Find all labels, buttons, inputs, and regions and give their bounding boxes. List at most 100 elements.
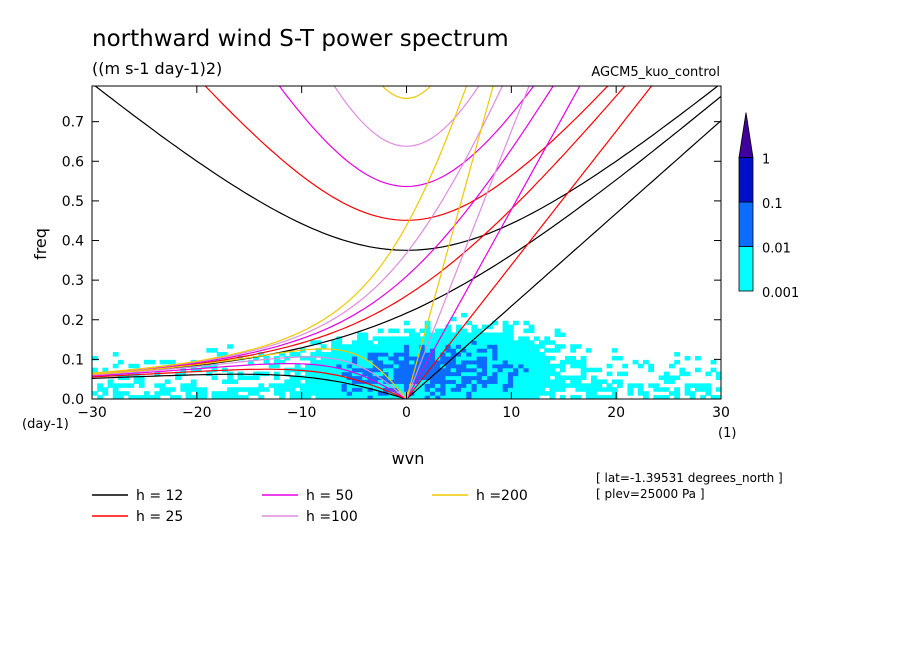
heatmap-cell xyxy=(440,355,447,361)
heatmap-cell xyxy=(325,395,332,399)
heatmap-cell xyxy=(435,336,441,341)
heatmap-cell xyxy=(331,371,337,377)
heatmap-cell xyxy=(617,355,623,361)
heatmap-cell xyxy=(466,332,473,337)
heatmap-cell xyxy=(684,383,691,388)
heatmap-cell xyxy=(674,391,681,396)
dispersion-curve-h12-mrg xyxy=(92,95,721,376)
heatmap-cell xyxy=(502,336,509,341)
heatmap-cell xyxy=(487,352,493,357)
heatmap-cell xyxy=(388,352,395,357)
heatmap-cell xyxy=(190,387,197,392)
heatmap-cell xyxy=(513,363,519,369)
heatmap-cell xyxy=(461,355,467,361)
heatmap-cell xyxy=(497,367,504,373)
heatmap-cell xyxy=(627,383,634,388)
heatmap-cell xyxy=(315,348,322,353)
heatmap-cell xyxy=(414,375,421,381)
heatmap-cell xyxy=(518,383,525,388)
heatmap-cell xyxy=(606,395,613,399)
heatmap-cell xyxy=(372,348,379,353)
heatmap-cell xyxy=(362,336,369,341)
heatmap-cell xyxy=(331,344,337,349)
heatmap-cell xyxy=(565,383,571,388)
heatmap-cell xyxy=(455,348,462,353)
heatmap-cell xyxy=(455,344,462,349)
heatmap-cell xyxy=(92,367,98,373)
dispersion-curves xyxy=(92,86,721,399)
heatmap-cell xyxy=(393,352,400,357)
heatmap-cell xyxy=(367,367,374,373)
heatmap-cell xyxy=(372,336,379,341)
heatmap-cell xyxy=(455,387,462,392)
heatmap-cell xyxy=(258,395,265,399)
heatmap-cell xyxy=(372,367,379,373)
heatmap-cell xyxy=(445,379,452,384)
heatmap-cell xyxy=(507,324,514,330)
heatmap-cell xyxy=(663,395,670,399)
heatmap-cell xyxy=(305,387,311,392)
heatmap-cell xyxy=(476,379,483,384)
heatmap-cell xyxy=(533,348,540,353)
heatmap-cell xyxy=(351,379,358,384)
heatmap-cell xyxy=(507,352,514,357)
heatmap-cell xyxy=(138,395,145,399)
heatmap-cell xyxy=(409,359,415,365)
heatmap-cell xyxy=(362,344,369,349)
heatmap-cell xyxy=(466,363,473,369)
heatmap-cell xyxy=(331,355,337,361)
heatmap-cell xyxy=(559,387,566,392)
heatmap-cell xyxy=(346,348,353,353)
heatmap-cell xyxy=(663,379,670,384)
heatmap-cell xyxy=(471,348,478,353)
heatmap-cell xyxy=(325,391,332,396)
heatmap-cell xyxy=(435,375,441,381)
heatmap-cell xyxy=(320,344,327,349)
heatmap-cell xyxy=(357,344,363,349)
heatmap-cell xyxy=(336,387,343,392)
heatmap-cell xyxy=(471,375,478,381)
heatmap-cell xyxy=(684,387,691,392)
heatmap-cell xyxy=(325,387,332,392)
heatmap-cell xyxy=(523,344,530,349)
heatmap-cell xyxy=(565,375,571,381)
heatmap-cell xyxy=(476,348,483,353)
heatmap-cell xyxy=(476,352,483,357)
heatmap-cell xyxy=(518,348,525,353)
heatmap-cell xyxy=(684,391,691,396)
heatmap-cell xyxy=(528,387,535,392)
heatmap-cell xyxy=(622,363,629,369)
heatmap-cell xyxy=(461,379,467,384)
heatmap-cell xyxy=(476,336,483,341)
heatmap-cell xyxy=(539,340,545,345)
heatmap-cell xyxy=(445,328,452,334)
heatmap-cell xyxy=(461,344,467,349)
heatmap-cell xyxy=(559,367,566,373)
heatmap-cell xyxy=(414,340,421,345)
heatmap-cell xyxy=(471,324,478,330)
heatmap-cell xyxy=(159,391,166,396)
dispersion-curve-h50-rossby xyxy=(92,363,407,399)
heatmap-cell xyxy=(502,379,509,384)
heatmap-cell xyxy=(377,348,384,353)
heatmap-cell xyxy=(97,387,103,392)
heatmap-cell xyxy=(450,359,457,365)
heatmap-cell xyxy=(481,344,488,349)
heatmap-cell xyxy=(195,391,202,396)
heatmap-cell xyxy=(528,391,535,396)
heatmap-cell xyxy=(513,355,519,361)
heatmap-cell xyxy=(424,324,431,330)
heatmap-cell xyxy=(440,340,447,345)
heatmap-cell xyxy=(268,383,275,388)
heatmap-cell xyxy=(289,387,296,392)
heatmap-cell xyxy=(455,355,462,361)
heatmap-cell xyxy=(466,336,473,341)
heatmap-cell xyxy=(320,383,327,388)
heatmap-cell xyxy=(435,328,441,334)
heatmap-cell xyxy=(268,363,275,369)
heatmap-cell xyxy=(429,375,436,381)
heatmap-cell xyxy=(445,336,452,341)
heatmap-cell xyxy=(351,340,358,345)
heatmap-cell xyxy=(315,395,322,399)
